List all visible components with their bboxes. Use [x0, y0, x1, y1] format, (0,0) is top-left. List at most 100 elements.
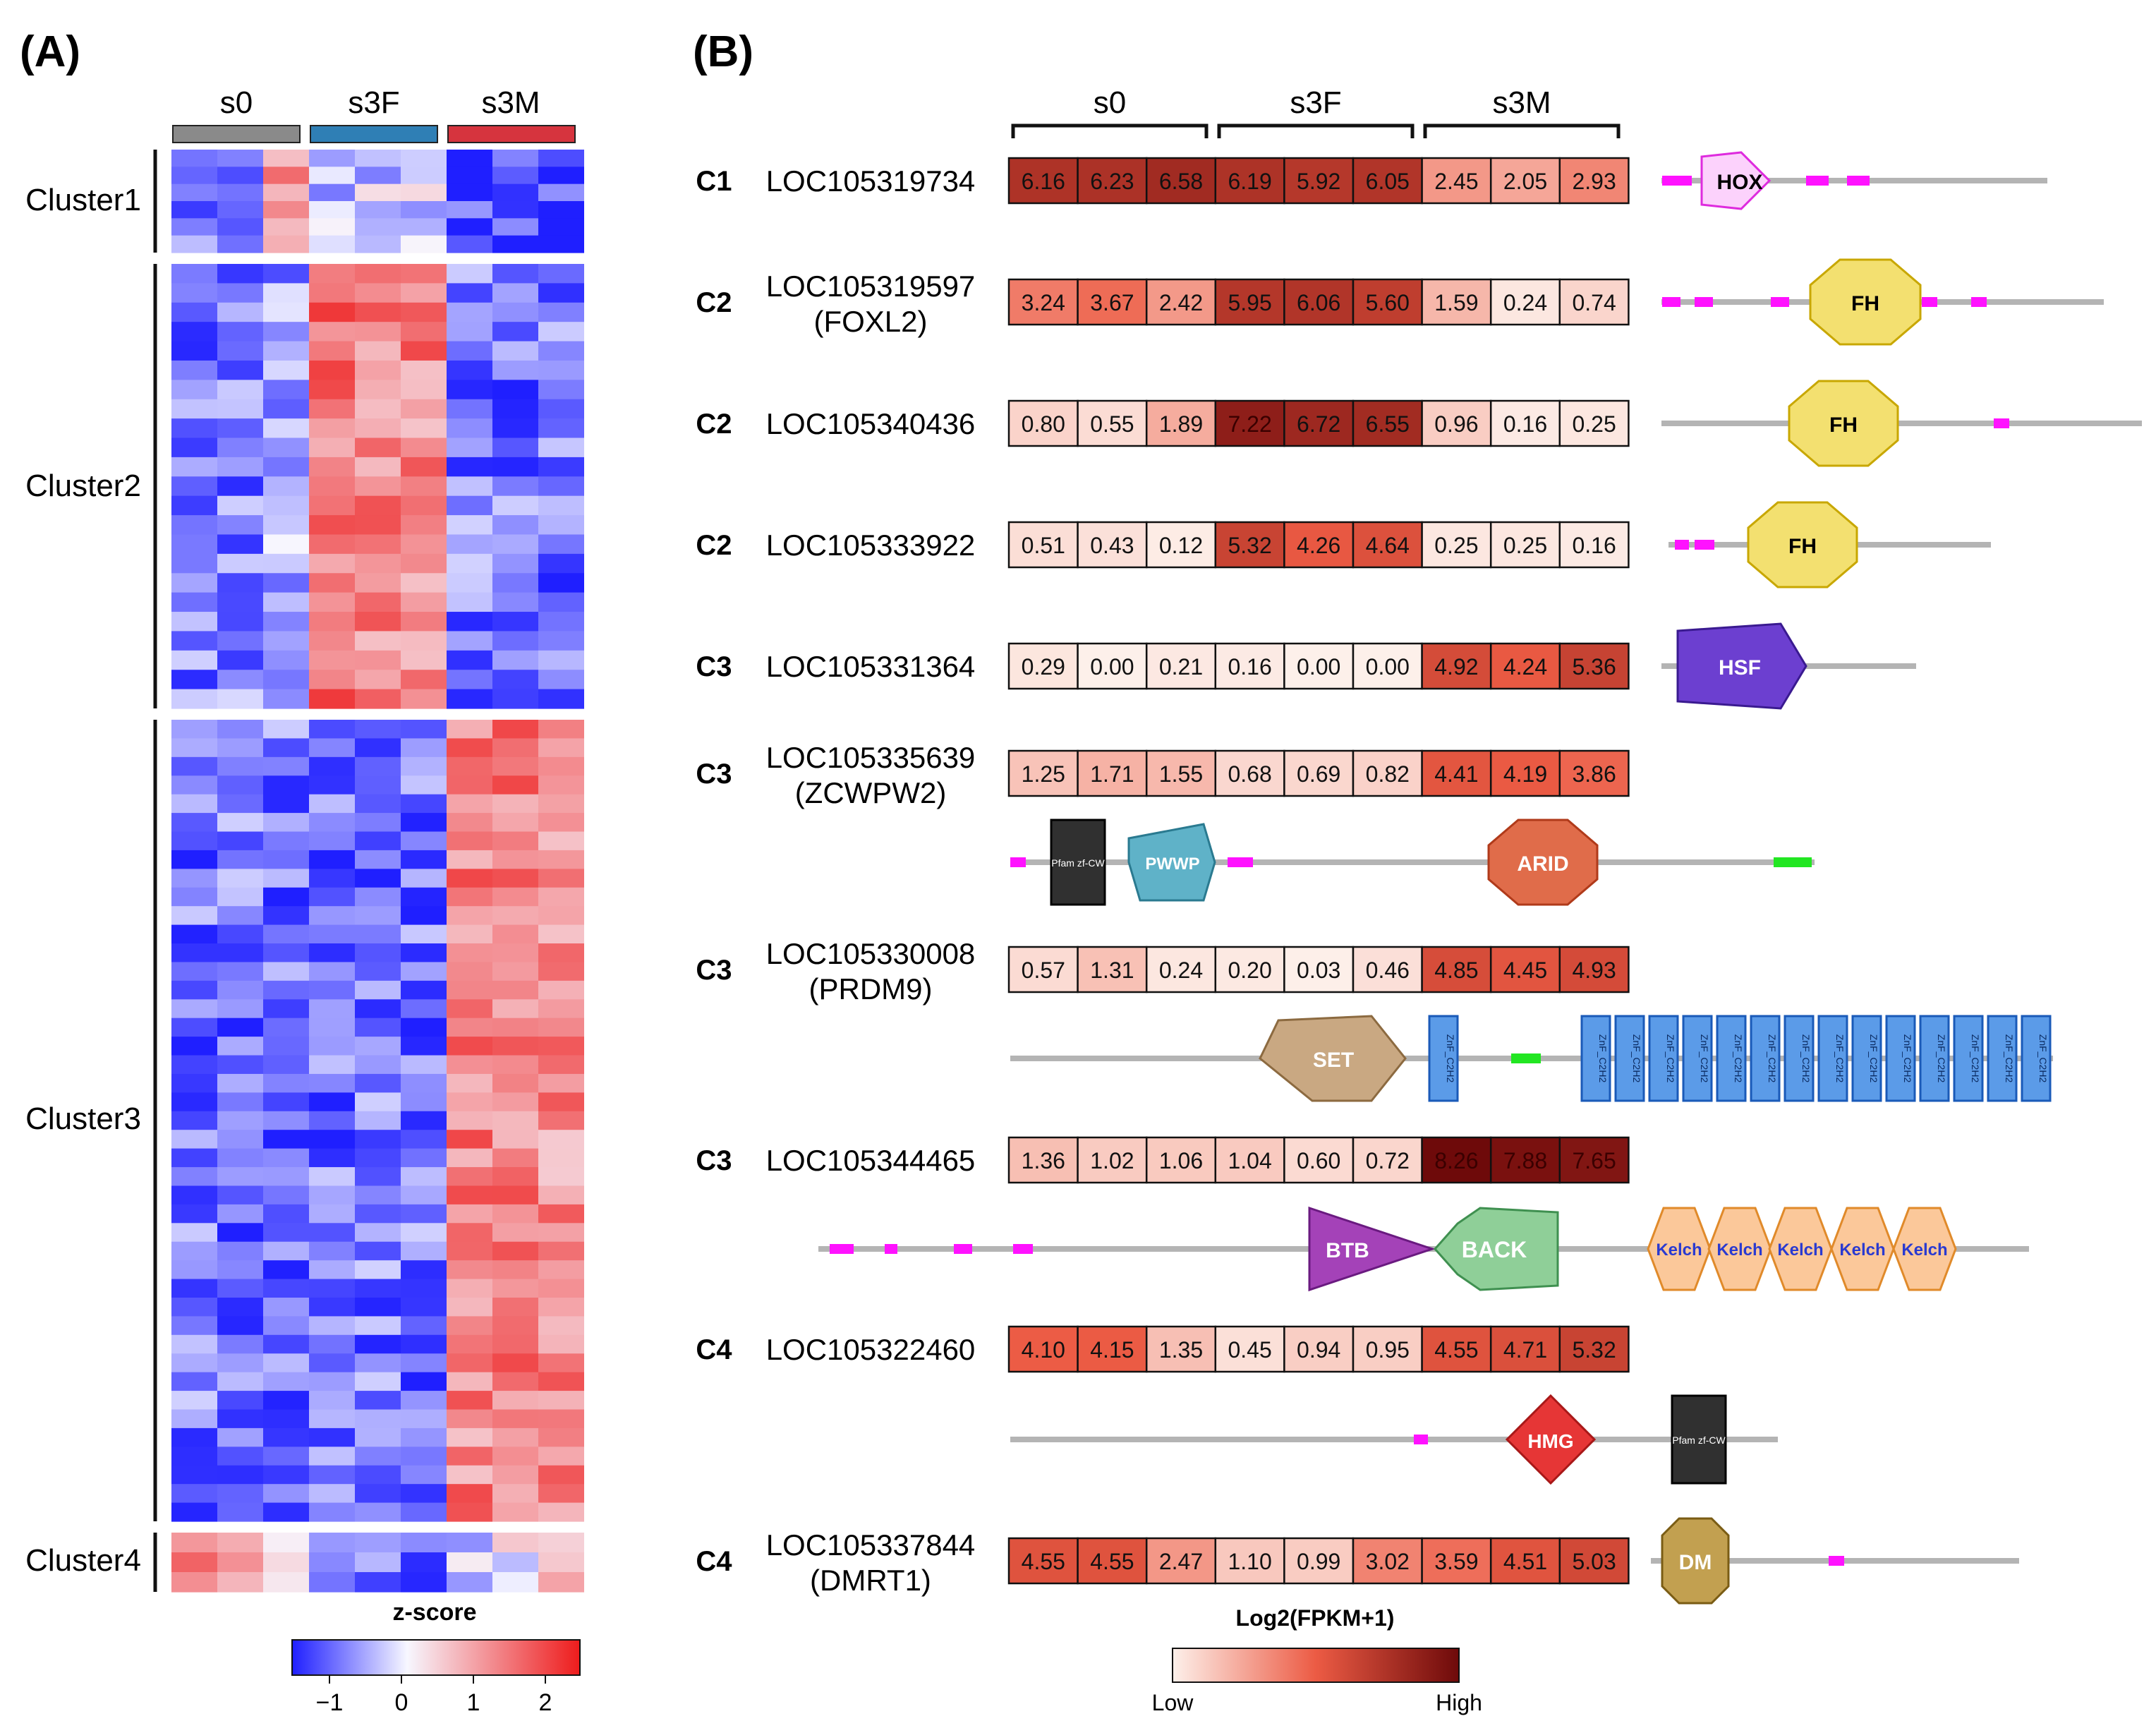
heatmap-cell: [538, 322, 584, 342]
hmg-domain: [1505, 1394, 1597, 1485]
heatmap-cell: [217, 631, 263, 651]
heatmap-cell: [309, 1552, 355, 1573]
gene-cluster-label: C2: [696, 287, 732, 318]
heatmap-cell: [401, 924, 447, 944]
heatmap-cell: [217, 924, 263, 944]
heatmap-cell: [492, 631, 538, 651]
gene-id: LOC105337844: [766, 1528, 976, 1562]
heatmap-cell: [355, 201, 401, 219]
heatmap-cell: [217, 794, 263, 814]
expression-value: 4.19: [1503, 761, 1547, 787]
heatmap-cell: [217, 399, 263, 419]
expression-cell: [1558, 1136, 1630, 1184]
expression-value: 4.51: [1503, 1549, 1547, 1574]
heatmap-cell: [217, 183, 263, 202]
heatmap-cell: [217, 1130, 263, 1149]
heatmap-cell: [492, 1409, 538, 1429]
znf-c2h2-label: ZnF_C2H2: [1868, 1034, 1879, 1083]
heatmap-cell: [217, 1241, 263, 1261]
heatmap-cell: [309, 218, 355, 236]
heatmap-cell: [538, 1037, 584, 1056]
heatmap-cell: [263, 218, 309, 236]
heatmap-cell: [263, 1316, 309, 1336]
heatmap-cell: [538, 612, 584, 632]
expression-cell: [1558, 399, 1630, 447]
expression-value: 3.67: [1090, 290, 1134, 315]
heatmap-cell: [263, 850, 309, 869]
heatmap-cell: [492, 1037, 538, 1056]
heatmap-cell: [447, 322, 492, 342]
heatmap-cell: [217, 1017, 263, 1037]
heatmap-cell: [492, 1334, 538, 1354]
gene-expression-table: C1 LOC105319734 6.16 6.23 6.58 6.19 5.92 6.05 2.…: [696, 157, 1630, 1597]
fpkm-legend-low: Low: [1152, 1690, 1194, 1715]
heatmap-cell: [217, 720, 263, 739]
expression-value: 1.06: [1159, 1148, 1203, 1173]
heatmap-cell: [309, 283, 355, 303]
heatmap-cell: [401, 1391, 447, 1411]
heatmap-cell: [309, 1533, 355, 1553]
heatmap-cell: [447, 360, 492, 380]
heatmap-cell: [309, 1465, 355, 1485]
fh-domain-label: FH: [1851, 292, 1879, 315]
heatmap-cell: [309, 1130, 355, 1149]
heatmap-cell: [355, 756, 401, 776]
heatmap-cell: [263, 1465, 309, 1485]
heatmap-cell: [355, 167, 401, 185]
heatmap-cell: [171, 1073, 217, 1093]
b-group-label-s0: s0: [1094, 85, 1126, 120]
heatmap-cell: [263, 887, 309, 907]
gene-alias: (PRDM9): [809, 972, 933, 1006]
heatmap-cell: [355, 1409, 401, 1429]
colorbar-gradient: [291, 1639, 581, 1676]
heatmap-cell: [355, 515, 401, 536]
heatmap-cell: [171, 437, 217, 458]
heatmap-cell: [263, 831, 309, 851]
heatmap-cell: [263, 962, 309, 982]
heatmap-cell: [401, 1130, 447, 1149]
heatmap-cell: [309, 850, 355, 869]
expression-value: 0.16: [1228, 654, 1271, 680]
heatmap-cell: [492, 738, 538, 758]
heatmap-cell: [217, 515, 263, 536]
heatmap-cell: [401, 437, 447, 458]
heatmap-cell: [538, 1017, 584, 1037]
heatmap-cell: [171, 813, 217, 833]
heatmap-cell: [401, 775, 447, 795]
gene-id: LOC105344465: [766, 1144, 976, 1177]
heatmap-cell: [401, 167, 447, 185]
heatmap-cell: [309, 553, 355, 574]
heatmap-cell: [309, 1297, 355, 1317]
heatmap-cell: [217, 1465, 263, 1485]
heatmap-cell: [538, 534, 584, 555]
znf-c2h2-label: ZnF_C2H2: [1733, 1034, 1744, 1083]
expression-cell: [1077, 399, 1148, 447]
heatmap-cell: [538, 943, 584, 963]
expression-cell: [1421, 749, 1492, 797]
heatmap-cell: [309, 515, 355, 536]
expression-cell: [1214, 157, 1285, 205]
motif-box: [1662, 176, 1692, 186]
panel-a-group-header: s0 s3F s3M: [172, 85, 576, 143]
heatmap-cell: [171, 476, 217, 497]
heatmap-cell: [217, 1073, 263, 1093]
motif-box: [1971, 297, 1987, 307]
arch-loc105344465: BTB BACK Kelch Kelch Kelch Kelch Kelch: [818, 1206, 2029, 1292]
heatmap-cell: [538, 1055, 584, 1075]
heatmap-cell: [355, 1533, 401, 1553]
heatmap-cell: [263, 1055, 309, 1075]
heatmap-cell: [538, 887, 584, 907]
heatmap-cell: [309, 1316, 355, 1336]
heatmap-cell: [171, 418, 217, 439]
motif-box: [830, 1244, 854, 1254]
znf-c2h2-domain: [2021, 1015, 2052, 1102]
heatmap-cell: [401, 980, 447, 1000]
heatmap-cell: [447, 1185, 492, 1205]
heatmap-cell: [492, 360, 538, 380]
heatmap-cell: [309, 399, 355, 419]
expression-cell: [1421, 1136, 1492, 1184]
heatmap-cell: [171, 515, 217, 536]
heatmap-cell: [538, 999, 584, 1019]
heatmap-cell: [401, 495, 447, 516]
expression-cell: [1421, 157, 1492, 205]
